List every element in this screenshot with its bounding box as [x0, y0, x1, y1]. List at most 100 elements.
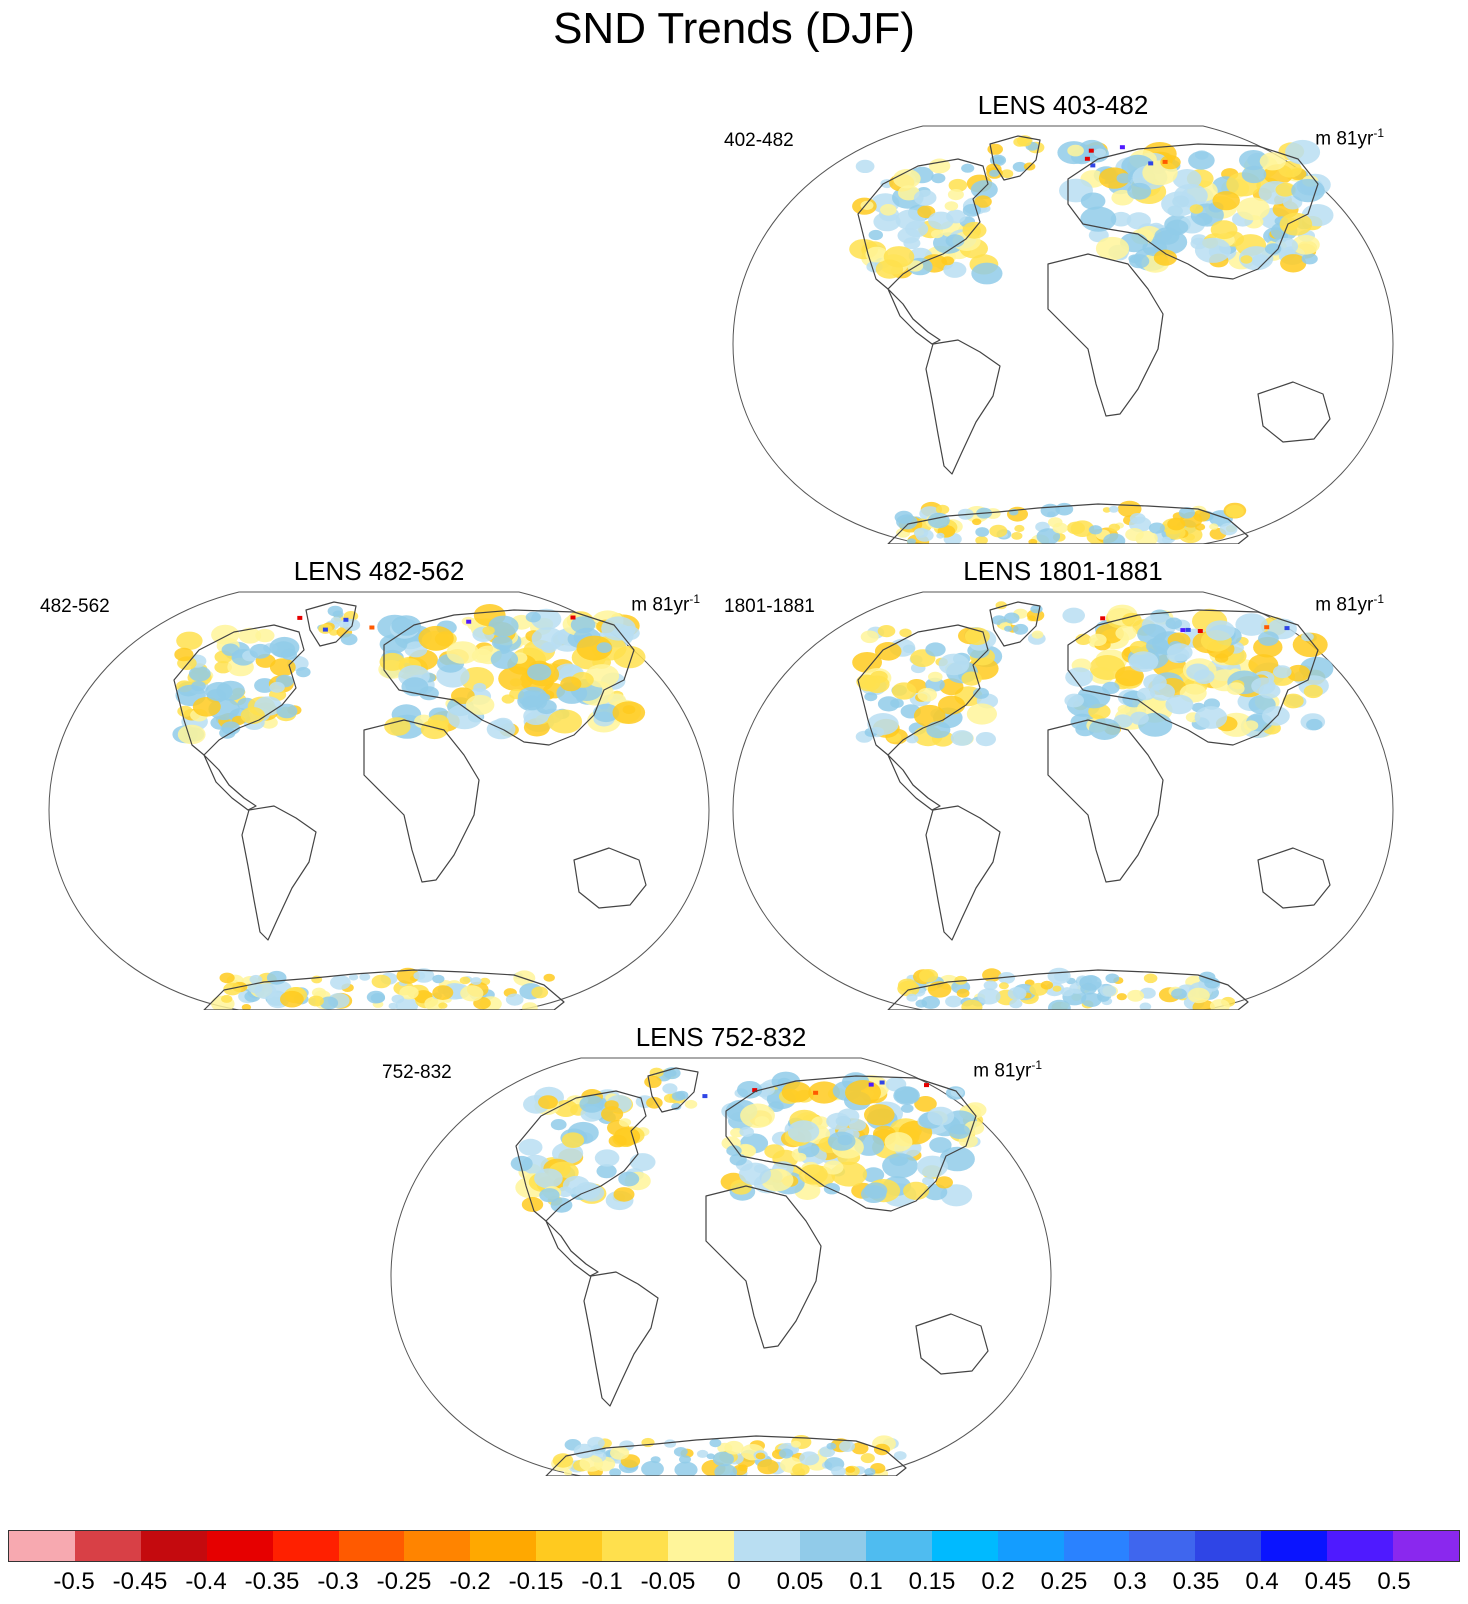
trend-cell: [570, 615, 576, 620]
trend-patch: [1011, 532, 1023, 540]
trend-patch: [714, 1464, 738, 1476]
coastline-eurasia: [1067, 143, 1319, 280]
trend-patch: [505, 993, 524, 1006]
trend-patch: [1110, 211, 1132, 227]
trend-patch: [1102, 681, 1120, 694]
trend-patch: [915, 999, 928, 1008]
trend-patch: [945, 234, 965, 248]
trend-patch: [906, 734, 919, 744]
colorbar-swatch: [536, 1531, 603, 1561]
colorbar-tick-label: -0.45: [112, 1568, 168, 1595]
panel-title: LENS 403-482: [977, 90, 1149, 120]
trend-patch: [674, 1461, 698, 1476]
trend-patch: [906, 993, 918, 1002]
trend-patch: [1099, 985, 1117, 997]
trend-patch: [1128, 254, 1141, 263]
trend-patch: [1292, 632, 1328, 657]
trend-patch: [927, 512, 950, 529]
trend-patch: [1116, 173, 1132, 184]
trend-patch: [609, 1468, 622, 1476]
trend-patch: [525, 611, 541, 623]
trend-patch: [977, 988, 1001, 1005]
trend-patch: [1089, 718, 1121, 740]
trend-patch: [534, 1168, 563, 1189]
trend-patch: [527, 663, 552, 681]
trend-patch: [460, 985, 484, 1002]
trend-patch: [1258, 631, 1279, 646]
trend-patch: [1286, 664, 1311, 682]
trend-patch: [1040, 980, 1054, 990]
trend-cell: [813, 1090, 819, 1095]
trend-patch: [359, 973, 371, 981]
trend-patch: [1219, 522, 1238, 536]
trend-cell: [1197, 629, 1203, 633]
trend-patch: [1115, 625, 1137, 641]
trend-patch: [1205, 620, 1235, 641]
trend-patch: [972, 518, 982, 526]
trend-patch: [961, 671, 982, 686]
trend-patch: [493, 717, 513, 732]
trend-patch: [1212, 191, 1240, 211]
trend-patch: [399, 985, 419, 1000]
trend-patch: [998, 972, 1016, 984]
trend-patch: [1139, 1002, 1152, 1010]
trend-patch: [249, 643, 271, 659]
trend-patch: [1007, 987, 1027, 1000]
trend-patch: [269, 681, 285, 693]
trend-cell: [1088, 148, 1094, 153]
map-panel-4: LENS 752-832 752-832 m 81yr-1: [376, 1022, 1066, 1496]
trend-patch: [755, 1452, 766, 1460]
trend-patch: [1067, 144, 1084, 157]
trend-patch: [1115, 666, 1144, 687]
trend-patch: [862, 1167, 885, 1183]
trend-patch: [865, 246, 888, 263]
trend-patch: [754, 1116, 770, 1127]
period-label: 1801-1881: [724, 596, 815, 617]
trend-patch: [936, 532, 945, 539]
colorbar-swatch: [931, 1531, 998, 1561]
colorbar-tick-label: 0.5: [1377, 1568, 1411, 1595]
trend-patch: [1214, 653, 1229, 663]
trend-patch: [975, 732, 996, 747]
trend-patch: [1080, 206, 1117, 232]
trend-patch: [1088, 525, 1103, 535]
trend-patch: [1108, 523, 1120, 532]
trend-patch: [612, 701, 646, 724]
trend-patch: [966, 703, 997, 725]
trend-patch: [340, 633, 358, 646]
trend-patch: [1028, 538, 1038, 544]
trend-patch: [709, 1438, 722, 1448]
trend-patch: [1167, 517, 1186, 531]
trend-patch: [845, 1466, 856, 1473]
trend-patch: [845, 1080, 881, 1106]
trend-patch: [1052, 985, 1062, 992]
trend-patch: [1165, 617, 1183, 630]
trend-patch: [826, 1112, 851, 1130]
trend-patch: [1243, 720, 1259, 731]
snow-trend-field: [849, 135, 1334, 544]
trend-patch: [831, 1466, 846, 1476]
trend-patch: [214, 661, 232, 674]
colorbar-tick-label: 0.1: [849, 1568, 883, 1595]
colorbar-tick-label: -0.1: [581, 1568, 623, 1595]
trend-patch: [618, 1118, 632, 1127]
trend-patch: [560, 676, 582, 692]
trend-patch: [596, 642, 612, 653]
trend-patch: [311, 987, 327, 998]
trend-patch: [1306, 718, 1323, 731]
trend-patch: [219, 972, 235, 984]
trend-patch: [563, 1469, 572, 1476]
trend-patch: [379, 652, 406, 671]
trend-patch: [975, 527, 990, 537]
trend-patch: [266, 970, 287, 985]
colorbar-swatch: [206, 1531, 273, 1561]
trend-patch: [391, 994, 405, 1004]
trend-patch: [799, 1451, 820, 1466]
trend-patch: [738, 1162, 772, 1186]
trend-patch: [1275, 182, 1296, 197]
trend-patch: [864, 1468, 876, 1476]
trend-patch: [956, 988, 970, 998]
trend-patch: [1188, 151, 1215, 170]
trend-cell: [466, 619, 472, 624]
trend-patch: [573, 1443, 595, 1459]
